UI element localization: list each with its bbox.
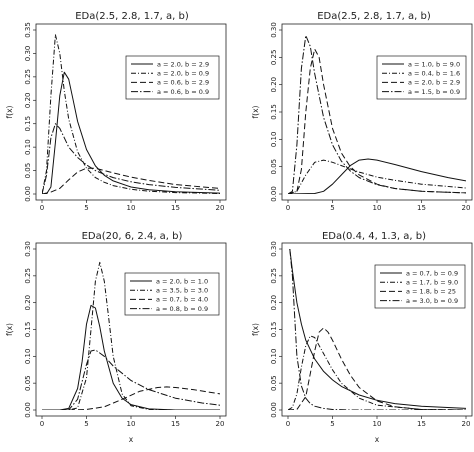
x-tick-label: 15: [171, 204, 180, 212]
y-tick-label: 0.30: [24, 46, 32, 62]
legend-entry: a = 3.5, b = 3.0: [156, 287, 208, 295]
legend-entry: a = 0.6, b = 2.9: [157, 79, 209, 87]
chart-panel-3: EDa(20, 6, 2.4, a, b) 0.00 0.05 0.10 0.15 0.2…: [5, 231, 227, 444]
y-tick-label: 0.10: [24, 349, 32, 365]
x-tick-label: 0: [40, 204, 44, 212]
y-tick-label: 0.10: [24, 139, 32, 155]
series-line-4: [288, 35, 466, 194]
x-tick-label: 5: [330, 204, 334, 212]
legend-entry: a = 1.8, b = 25: [406, 288, 456, 296]
y-tick-label: 0.30: [24, 241, 32, 257]
legend-entry: a = 2.0, b = 0.9: [157, 70, 209, 78]
x-axis-label: x: [375, 435, 380, 444]
legend-entry: a = 0.7, b = 4.0: [156, 296, 208, 304]
chart-title: EDa(0.4, 4, 1.3, a, b): [322, 231, 426, 242]
series-line-2: [42, 261, 220, 410]
y-tick-label: 0.25: [24, 69, 32, 85]
series-line-4: [289, 248, 466, 410]
x-tick-label: 10: [373, 420, 382, 428]
series-line-1: [42, 71, 220, 194]
series-line-3: [288, 48, 466, 194]
y-tick-label: 0.15: [270, 104, 278, 120]
y-tick-label: 0.15: [24, 116, 32, 132]
legend-entry: a = 0.6, b = 0.9: [157, 88, 209, 96]
x-tick-label: 20: [216, 420, 225, 428]
y-tick-label: 0.15: [24, 322, 32, 338]
y-tick-label: 0.35: [24, 22, 32, 38]
series-line-3: [42, 167, 220, 194]
series-line-1: [288, 158, 466, 194]
legend-entry: a = 2.0, b = 1.0: [156, 277, 208, 285]
legend-entry: a = 0.4, b = 1.6: [408, 70, 460, 78]
legend-entry: a = 1.7, b = 9.0: [406, 279, 458, 287]
series-line-3: [288, 327, 466, 410]
series-line-1: [42, 304, 220, 410]
x-tick-label: 0: [286, 204, 290, 212]
legend-box: [124, 272, 220, 316]
y-tick-label: 0.25: [270, 268, 278, 284]
x-tick-label: 20: [462, 204, 471, 212]
y-axis-label: f(x): [5, 323, 14, 336]
x-tick-label: 0: [40, 420, 44, 428]
x-tick-label: 5: [84, 420, 88, 428]
y-tick-label: 0.30: [270, 22, 278, 38]
y-axis-label: f(x): [251, 323, 260, 336]
y-tick-label: 0.25: [270, 50, 278, 66]
y-tick-label: 0.05: [24, 375, 32, 391]
legend-entry: a = 1.0, b = 9.0: [408, 60, 460, 68]
legend-entry: a = 0.8, b = 0.9: [156, 305, 208, 313]
series-line-4: [42, 349, 220, 410]
y-axis-label: f(x): [5, 105, 14, 118]
chart-panel-4: EDa(0.4, 4, 1.3, a, b) 0.00 0.05 0.10 0.15 0.…: [251, 231, 473, 444]
x-tick-label: 20: [216, 204, 225, 212]
x-tick-label: 10: [373, 204, 382, 212]
series-line-3: [42, 386, 220, 410]
legend-entry: a = 2.0, b = 2.9: [408, 79, 460, 87]
y-tick-label: 0.10: [270, 132, 278, 148]
series-line-2: [288, 335, 466, 410]
x-tick-label: 10: [127, 420, 136, 428]
y-tick-label: 0.05: [270, 375, 278, 391]
legend-entry: a = 0.7, b = 0.9: [406, 269, 458, 277]
y-tick-label: 0.20: [24, 92, 32, 108]
series-line-2: [288, 159, 466, 194]
y-tick-label: 0.20: [24, 295, 32, 311]
y-tick-label: 0.05: [270, 159, 278, 175]
chart-panel-2: EDa(2.5, 2.8, 1.7, a, b) 0.00 0.05 0.10 0.15…: [251, 11, 473, 212]
legend-entry: a = 2.0, b = 2.9: [157, 60, 209, 68]
legend-entry: a = 1.5, b = 0.9: [408, 88, 460, 96]
x-tick-label: 5: [84, 204, 88, 212]
y-tick-label: 0.00: [270, 402, 278, 418]
legend-entry: a = 3.0, b = 0.9: [406, 297, 458, 305]
series-line-2: [42, 34, 220, 194]
series-line-4: [42, 123, 220, 194]
x-axis-label: x: [129, 435, 134, 444]
series-line-1: [289, 248, 466, 409]
y-tick-label: 0.15: [270, 322, 278, 338]
x-tick-label: 20: [462, 420, 471, 428]
y-axis-label: f(x): [251, 105, 260, 118]
plot-frame: [35, 23, 227, 201]
x-tick-label: 15: [417, 204, 426, 212]
chart-panel-1: EDa(2.5, 2.8, 1.7, a, b) 0.00 0.05 0.10 0.15…: [5, 11, 227, 212]
chart-title: EDa(2.5, 2.8, 1.7, a, b): [75, 11, 189, 22]
x-tick-label: 5: [330, 420, 334, 428]
y-tick-label: 0.25: [24, 268, 32, 284]
chart-title: EDa(2.5, 2.8, 1.7, a, b): [317, 11, 431, 22]
y-tick-label: 0.30: [270, 241, 278, 257]
plot-frame: [35, 242, 227, 417]
y-tick-label: 0.20: [270, 295, 278, 311]
y-tick-label: 0.20: [270, 77, 278, 93]
x-tick-label: 10: [127, 204, 136, 212]
chart-title: EDa(20, 6, 2.4, a, b): [82, 231, 183, 242]
x-tick-label: 15: [417, 420, 426, 428]
y-tick-label: 0.05: [24, 163, 32, 179]
x-tick-label: 0: [286, 420, 290, 428]
y-tick-label: 0.00: [24, 402, 32, 418]
y-tick-label: 0.00: [24, 186, 32, 202]
y-tick-label: 0.10: [270, 349, 278, 365]
x-tick-label: 15: [171, 420, 180, 428]
y-tick-label: 0.00: [270, 186, 278, 202]
